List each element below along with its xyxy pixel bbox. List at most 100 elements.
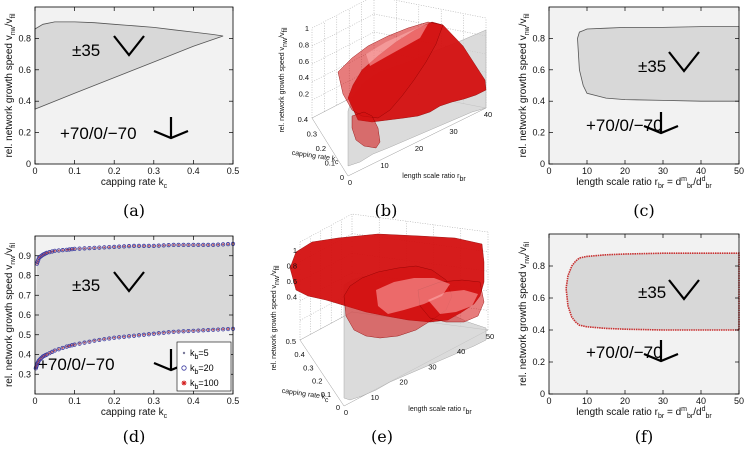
data-point-kb5 [227, 243, 229, 245]
x-tick-label: 0.3 [148, 396, 161, 406]
data-point-kb5 [138, 245, 140, 247]
x-axis-label-part-0: length scale ratio r [402, 173, 460, 180]
surface-highlight [376, 278, 450, 314]
y-tick-label: 0.5 [286, 337, 296, 346]
x-tick-label: 40 [696, 396, 706, 406]
legend-marker-circle [181, 365, 187, 371]
data-point-kb5 [74, 248, 76, 250]
legend-entry-label-part-0: k [190, 378, 195, 388]
z-axis-label-part-1: nw [274, 275, 281, 285]
data-point-kb20 [77, 246, 82, 251]
y-axis-label-part-1: nw [10, 255, 17, 265]
z-tick-label: 0.6 [287, 277, 297, 286]
data-point-kb5 [183, 244, 184, 246]
x-tick-label: 0 [546, 396, 551, 406]
red-surface-layer [351, 111, 381, 149]
x-axis-label-part-1: br [465, 409, 472, 416]
y-axis-label-part-2: /v [4, 19, 15, 27]
z-axis-label-part-3: fil [274, 265, 281, 271]
data-point-kb20 [131, 243, 137, 248]
legend-entry-label: kb=5 [190, 348, 209, 361]
x-axis-label-part-0: capping rate k [101, 177, 165, 188]
x-axis-label: length scale ratio rbr = dmbr/ddbr [576, 406, 712, 420]
data-point-kb20 [126, 334, 132, 339]
data-point-kb20 [102, 245, 107, 250]
x-tick-label: 0.5 [227, 396, 240, 406]
y-tick-label: 0.6 [18, 65, 31, 75]
y-tick-label: 0.3 [18, 369, 31, 379]
data-point-kb5 [108, 246, 110, 248]
x-axis-label-part-1: br [658, 183, 665, 190]
data-point-kb20 [196, 328, 201, 333]
v-shape-icon [668, 279, 700, 301]
data-point-kb20 [171, 242, 176, 247]
data-point-kb5 [93, 340, 95, 342]
data-point-kb20 [82, 340, 87, 345]
data-point-kb20 [97, 245, 102, 250]
data-point-kb20 [156, 243, 161, 248]
data-point-kb20 [156, 331, 161, 336]
plot-frame [34, 6, 234, 165]
data-point-kb20 [56, 347, 61, 352]
legend-entry-label-part-0: k [190, 348, 195, 358]
data-point-kb20 [64, 344, 69, 349]
data-point-kb5 [118, 336, 120, 338]
data-point-kb5 [202, 244, 204, 246]
data-point-kb20 [122, 244, 127, 249]
legend-entry-label: kb=100 [190, 378, 219, 391]
y-tick-label: 0.4 [298, 115, 308, 124]
data-point-kb20 [60, 345, 65, 351]
data-point-kb5 [168, 331, 170, 333]
data-point-kb20 [60, 248, 65, 253]
data-point-kb5 [118, 246, 120, 248]
data-point-kb20 [102, 337, 107, 342]
data-point-kb20 [206, 327, 211, 333]
y-axis-label-part-0: rel. network growth speed v [4, 265, 15, 387]
y-tick-label: 0.9 [18, 251, 31, 261]
data-point-kb20 [186, 242, 191, 247]
data-point-kb5 [133, 245, 135, 247]
x-tick-label: 40 [696, 166, 706, 176]
data-point-kb5 [187, 330, 189, 332]
x-tick-label: 0.3 [148, 166, 161, 176]
x-tick-label: 30 [428, 362, 436, 371]
data-point-kb20 [196, 242, 201, 247]
data-point-kb20 [112, 335, 117, 340]
z-tick-label: 0.2 [299, 90, 309, 99]
x-tick-label: 0 [32, 166, 37, 176]
panel-b: 0.20.40.60.8100.10.20.30.4010203040lengt… [279, 0, 492, 220]
data-point-kb5 [66, 346, 68, 348]
y-axis-label-part-0: rel. network growth speed v [4, 35, 15, 157]
y-tick-label: 0.8 [532, 33, 545, 43]
inner-region-area [35, 243, 233, 375]
data-point-kb5 [227, 328, 229, 330]
y-tick-label: 0.7 [18, 290, 31, 300]
data-point-kb5 [158, 332, 160, 334]
data-point-kb20 [87, 339, 92, 344]
annotation-outer-angle: +70/0/−70 [38, 355, 115, 374]
surface-highlight [428, 290, 478, 314]
x-tick-label: 0 [32, 396, 37, 406]
grid-line-back [311, 31, 375, 65]
y-axis-label: rel. network growth speed vnw/vfil [4, 243, 17, 388]
z-axis-label-part-2: /v [271, 270, 278, 276]
data-point-kb5 [197, 330, 199, 332]
data-point-kb20 [181, 242, 186, 247]
data-point-kb5 [46, 354, 48, 355]
data-point-kb5 [168, 244, 170, 246]
data-point-kb5 [148, 333, 150, 335]
data-point-kb20 [211, 242, 216, 247]
v-shape-icon [113, 271, 145, 293]
y-axis-label-part-1: c [334, 159, 339, 166]
data-point-kb5 [71, 248, 73, 250]
annotation-outer-angle: +70/0/−70 [60, 124, 137, 143]
data-point-kb5 [108, 337, 110, 339]
x-tick-label: 10 [582, 166, 592, 176]
x-tick-label: 50 [734, 396, 744, 406]
y-axis-label-part-0: rel. network growth speed v [518, 35, 529, 157]
data-point-kb20 [225, 326, 231, 332]
data-point-kb20 [181, 329, 186, 334]
panel-d: 0 0.1 0.2 0.3 0.4 0.5 0.3 0.4 0.5 0.6 0.7 0.8 0.9 cap… [4, 235, 240, 446]
data-point-kb5 [68, 248, 70, 250]
x-tick-label: 20 [620, 396, 630, 406]
